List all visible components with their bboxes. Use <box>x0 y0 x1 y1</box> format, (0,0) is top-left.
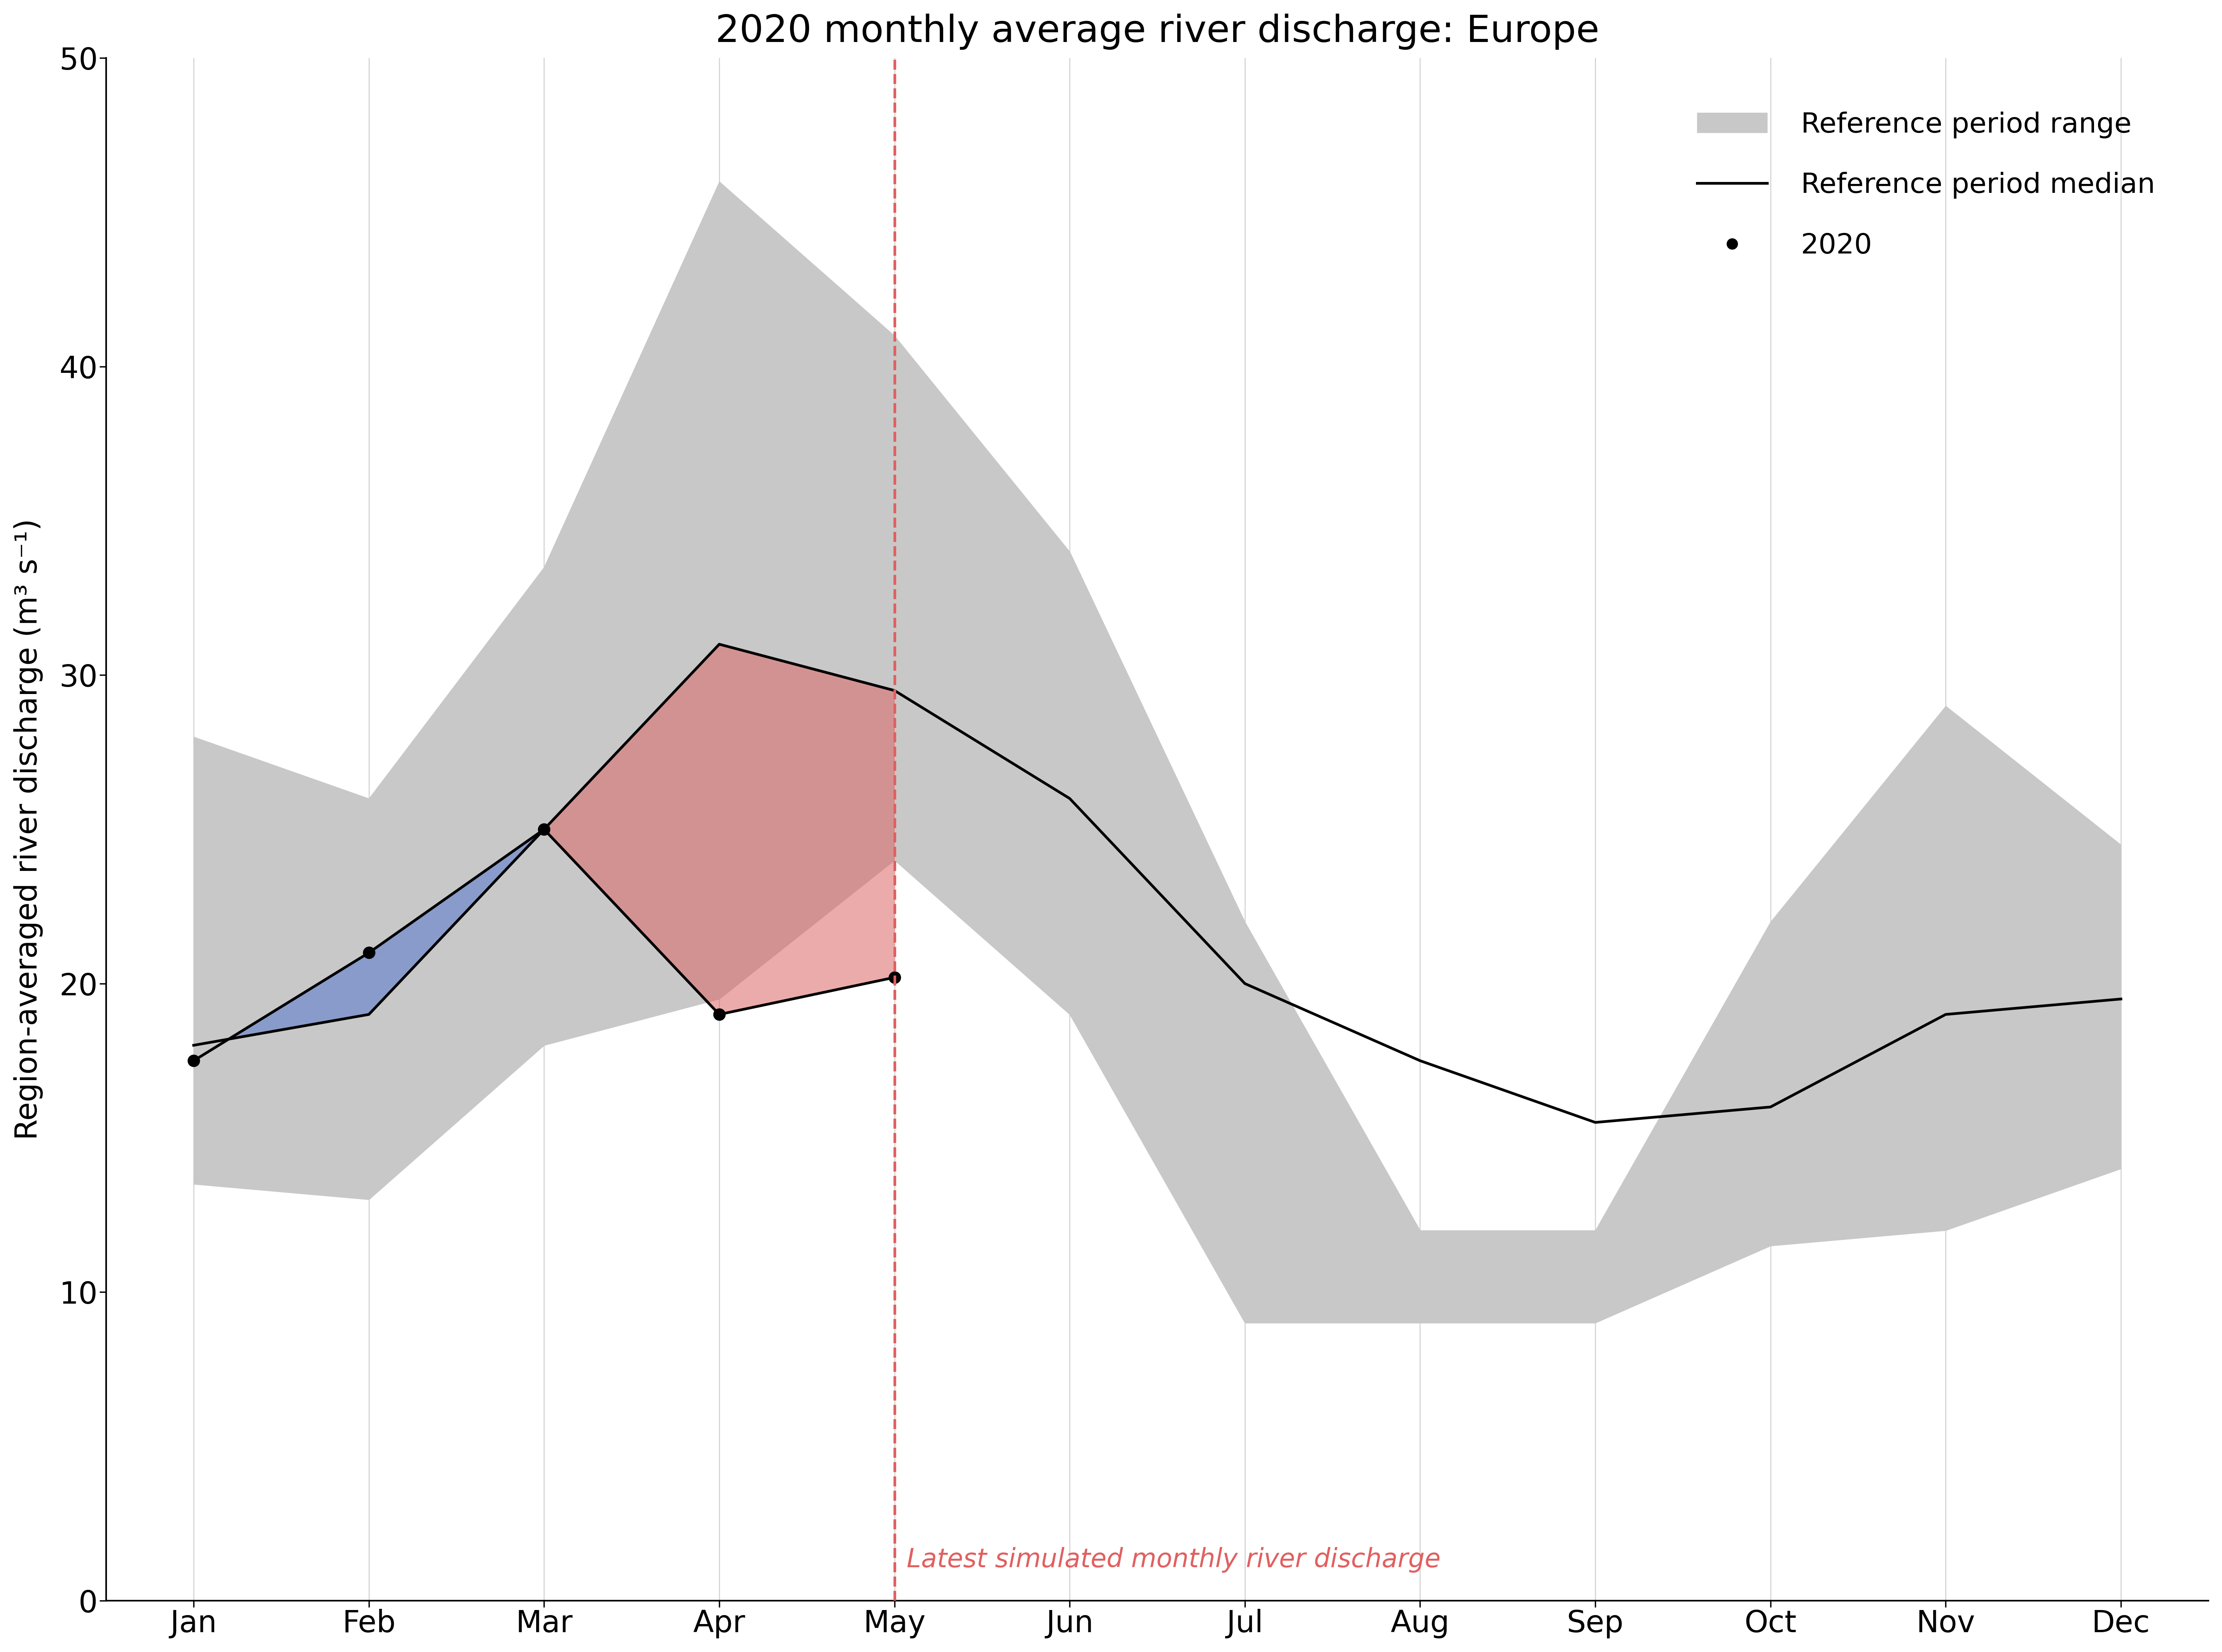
2020 <box>527 816 562 843</box>
2020 <box>176 1047 211 1074</box>
Reference period median <box>1055 788 1082 808</box>
Reference period median <box>2106 990 2133 1009</box>
Reference period median <box>707 634 733 654</box>
2020 <box>702 1001 738 1028</box>
Reference period median <box>1231 973 1258 993</box>
Reference period median <box>531 819 558 839</box>
Polygon shape <box>229 829 544 1039</box>
Y-axis label: Region-averaged river discharge (m³ s⁻¹): Region-averaged river discharge (m³ s⁻¹) <box>13 519 42 1140</box>
Reference period median <box>1758 1097 1784 1117</box>
Reference period median <box>1407 1051 1433 1070</box>
Line: Reference period median: Reference period median <box>193 644 2120 1122</box>
Reference period median <box>356 1004 382 1024</box>
Legend: Reference period range, Reference period median, 2020: Reference period range, Reference period… <box>1686 101 2166 271</box>
Text: Latest simulated monthly river discharge: Latest simulated monthly river discharge <box>907 1548 1440 1573</box>
Reference period median <box>882 681 909 700</box>
2020 <box>878 965 913 991</box>
Reference period median <box>1582 1112 1609 1132</box>
Reference period median <box>1933 1004 1960 1024</box>
Reference period median <box>180 1036 207 1056</box>
Polygon shape <box>544 644 895 1014</box>
2020 <box>351 940 387 966</box>
Title: 2020 monthly average river discharge: Europe: 2020 monthly average river discharge: Eu… <box>715 13 1600 50</box>
